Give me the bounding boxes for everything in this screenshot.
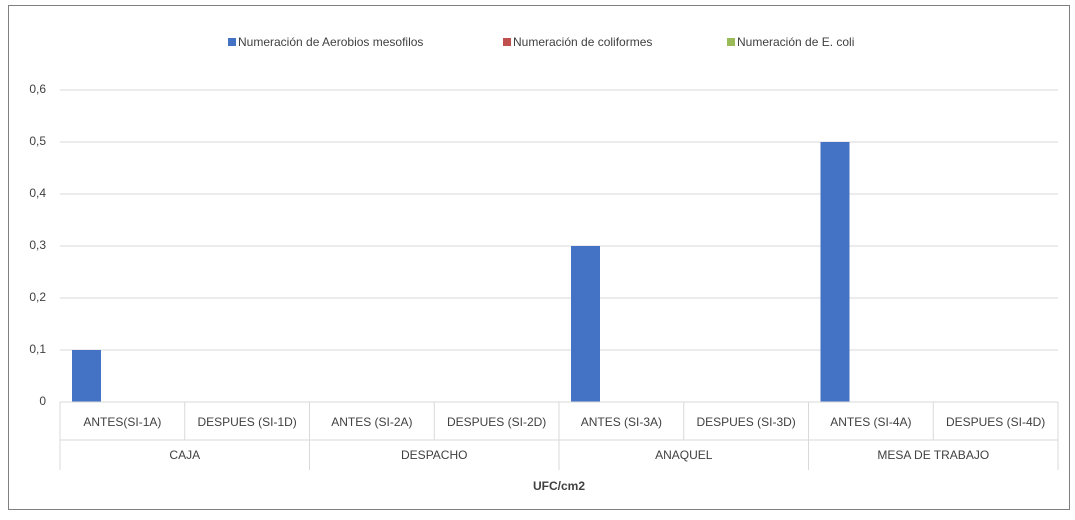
y-tick-label: 0,1 xyxy=(29,342,46,356)
bar xyxy=(72,350,101,402)
x-tick-label: DESPUES (SI-2D) xyxy=(447,415,546,429)
legend-swatch xyxy=(503,38,511,46)
x-tick-label: ANTES (SI-4A) xyxy=(830,415,911,429)
x-tick-label: DESPUES (SI-4D) xyxy=(946,415,1045,429)
x-axis-label: UFC/cm2 xyxy=(533,479,585,493)
x-group-label: CAJA xyxy=(169,448,200,462)
x-tick-label: ANTES (SI-3A) xyxy=(581,415,662,429)
legend-label: Numeración de E. coli xyxy=(737,35,854,49)
x-tick-label: DESPUES (SI-3D) xyxy=(696,415,795,429)
x-group-label: MESA DE TRABAJO xyxy=(877,448,989,462)
x-tick-label: ANTES(SI-1A) xyxy=(83,415,161,429)
x-tick-label: DESPUES (SI-1D) xyxy=(197,415,296,429)
legend-label: Numeración de Aerobios mesofilos xyxy=(238,35,423,49)
y-tick-label: 0,6 xyxy=(29,82,46,96)
y-tick-label: 0 xyxy=(39,394,46,408)
bar xyxy=(571,246,600,402)
bar xyxy=(820,142,850,402)
legend-swatch xyxy=(727,38,735,46)
legend-label: Numeración de coliformes xyxy=(513,35,652,49)
y-tick-label: 0,4 xyxy=(29,186,46,200)
y-tick-label: 0,5 xyxy=(29,134,46,148)
x-group-label: ANAQUEL xyxy=(655,448,713,462)
x-tick-label: ANTES (SI-2A) xyxy=(331,415,412,429)
chart-border xyxy=(8,5,1070,510)
x-group-label: DESPACHO xyxy=(401,448,467,462)
legend-swatch xyxy=(228,38,236,46)
y-tick-label: 0,2 xyxy=(29,290,46,304)
y-tick-label: 0,3 xyxy=(29,238,46,252)
